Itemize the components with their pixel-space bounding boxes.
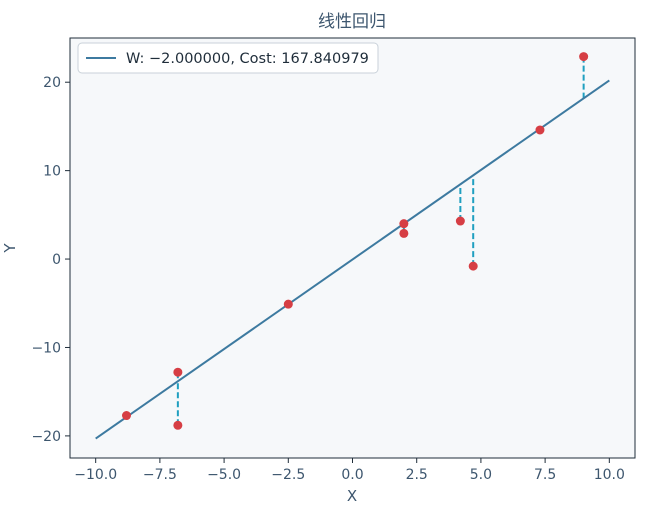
x-tick-label: 10.0 — [594, 467, 625, 483]
data-point — [579, 52, 589, 62]
x-tick-label: 7.5 — [534, 467, 556, 483]
x-tick-label: 5.0 — [470, 467, 492, 483]
x-tick-label: 0.0 — [341, 467, 363, 483]
y-tick-label: −10 — [31, 340, 61, 356]
legend-box — [77, 42, 379, 74]
y-tick-label: 20 — [43, 75, 61, 91]
data-point — [455, 216, 465, 226]
data-point — [535, 125, 545, 135]
y-tick-label: −20 — [31, 429, 61, 445]
data-point — [283, 299, 293, 309]
fit-line — [95, 79, 610, 440]
data-point — [468, 261, 478, 271]
x-axis-label: X — [347, 487, 357, 505]
plot-area — [70, 38, 635, 458]
y-axis-label: Y — [1, 243, 19, 254]
residual-lines — [176, 56, 585, 426]
x-tick-label: −2.5 — [271, 467, 305, 483]
x-tick-label: −5.0 — [207, 467, 241, 483]
data-point — [399, 219, 409, 229]
data-point — [173, 367, 183, 377]
legend-label: W: −2.000000, Cost: 167.840979 — [126, 51, 369, 67]
x-tick-label: 2.5 — [406, 467, 428, 483]
x-tick-label: −7.5 — [143, 467, 177, 483]
data-point — [173, 420, 183, 430]
data-point — [399, 228, 409, 238]
y-tick-label: 10 — [43, 164, 61, 180]
chart-title: 线性回归 — [318, 12, 386, 32]
x-tick-label: −10.0 — [74, 467, 117, 483]
data-point — [122, 411, 131, 421]
y-tick-label: 0 — [52, 252, 61, 268]
plot-frame — [69, 37, 636, 459]
legend: W: −2.000000, Cost: 167.840979 — [77, 42, 379, 74]
axis-ticks: −10.0 −7.5 −5.0 −2.5 0.0 2.5 5.0 7.5 10.0 −20 −10 0… — [31, 75, 624, 483]
data-points — [122, 52, 589, 430]
